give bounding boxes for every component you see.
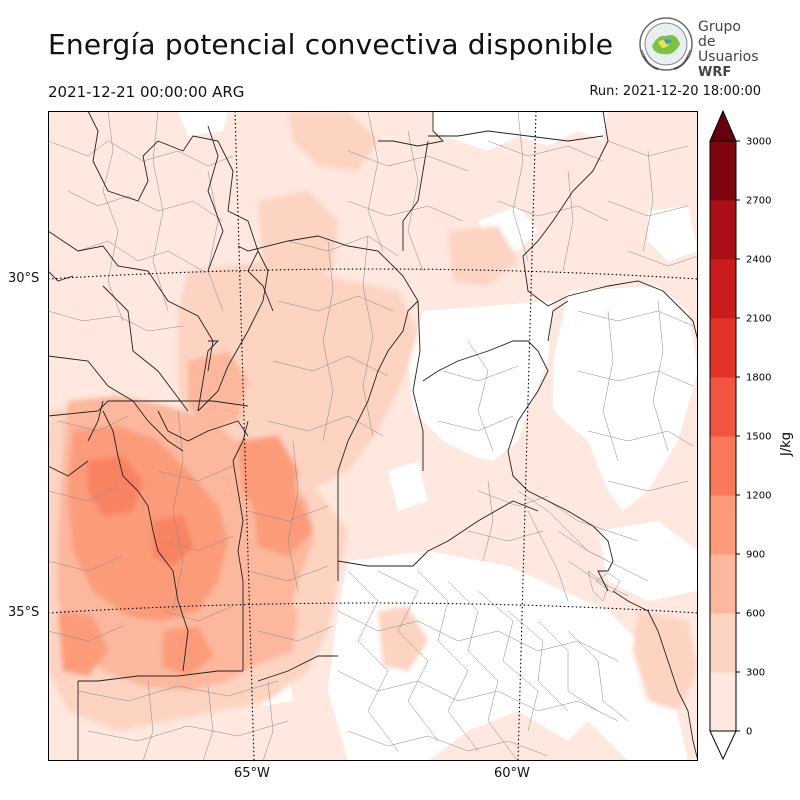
department-borders (48, 111, 698, 761)
colorbar-segment (710, 495, 736, 555)
page-title: Energía potencial convectiva disponible (48, 28, 614, 61)
colorbar-segment (710, 672, 736, 732)
lat-label-30s: 30°S (8, 271, 40, 286)
colorbar-segment (710, 377, 736, 437)
colorbar-segment (710, 554, 736, 614)
lat-label-35s: 35°S (8, 605, 40, 620)
colorbar-unit-label: J/kg (779, 432, 794, 457)
colorbar-tick-label: 1800 (746, 373, 771, 384)
graticule (48, 111, 698, 761)
colorbar-tick-label: 3000 (746, 137, 771, 148)
graticule-lon-60w (517, 111, 537, 761)
colorbar-segment (710, 613, 736, 673)
wrf-logo-text: Grupo de Usuarios WRF (698, 19, 759, 81)
graticule-lat-35s (48, 602, 698, 614)
colorbar-over-arrow (709, 109, 737, 142)
valid-time: 2021-12-21 00:00:00 ARG (48, 83, 245, 101)
colorbar-segment (710, 259, 736, 319)
graticule-lat-30s (48, 268, 698, 280)
cape-map (48, 111, 698, 761)
wrf-emblem-icon (639, 17, 693, 71)
colorbar-tick-label: 600 (746, 609, 765, 620)
colorbar: 0 300 600 900 1200 1500 1800 2100 2400 2700 3000 J… (709, 109, 794, 761)
colorbar-segment (710, 436, 736, 496)
colorbar-segment (710, 141, 736, 201)
colorbar-tick-label: 0 (746, 727, 752, 738)
graticule-lon-65w (234, 111, 255, 761)
colorbar-ticks: 0 300 600 900 1200 1500 1800 2100 2400 2700 3000 (736, 137, 771, 738)
lon-label-60w: 60°W (494, 766, 530, 781)
map-frame (48, 111, 698, 761)
colorbar-tick-label: 2400 (746, 255, 771, 266)
lon-label-65w: 65°W (234, 766, 270, 781)
wrf-logo: Grupo de Usuarios WRF (638, 16, 760, 80)
colorbar-tick-label: 900 (746, 550, 765, 561)
colorbar-tick-label: 2100 (746, 314, 771, 325)
colorbar-tick-label: 300 (746, 668, 765, 679)
province-borders (48, 111, 698, 761)
run-time: Run: 2021-12-20 18:00:00 (589, 84, 761, 99)
colorbar-segment (710, 200, 736, 260)
colorbar-tick-label: 2700 (746, 196, 771, 207)
cape-1200-areas (88, 456, 193, 566)
colorbar-tick-label: 1200 (746, 491, 771, 502)
colorbar-segments (709, 109, 737, 761)
colorbar-segment (710, 318, 736, 378)
colorbar-tick-label: 1500 (746, 432, 771, 443)
colorbar-under-arrow (709, 730, 737, 761)
